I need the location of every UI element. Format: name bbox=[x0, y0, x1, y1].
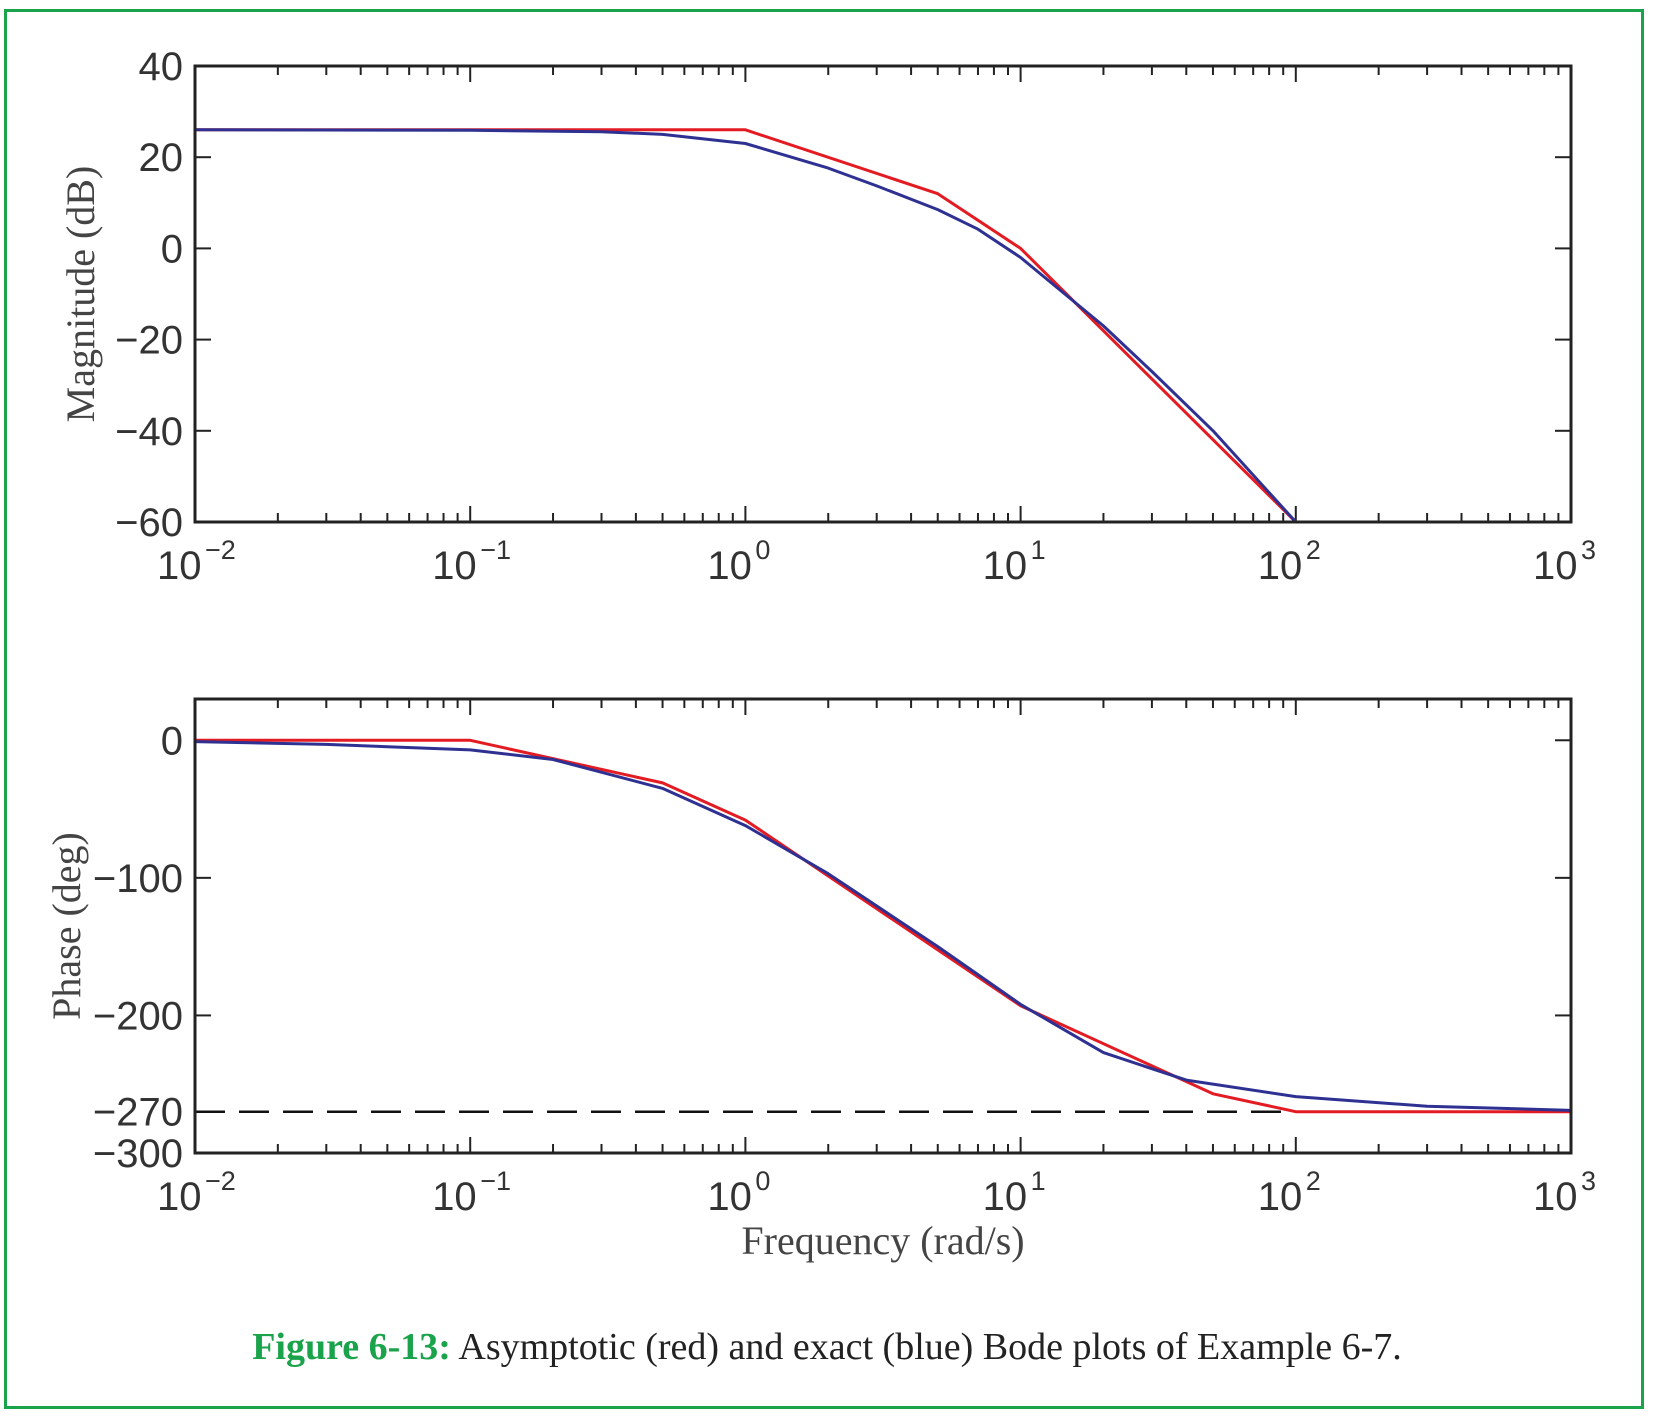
y-axis-title: Phase (deg) bbox=[44, 832, 89, 1020]
series-line-exact bbox=[195, 128, 1297, 524]
x-tick-exponent: −2 bbox=[205, 1166, 236, 1196]
y-tick-label: 20 bbox=[139, 136, 184, 180]
x-axis-title: Frequency (rad/s) bbox=[741, 1218, 1024, 1263]
x-tick-exponent: 2 bbox=[1306, 1166, 1321, 1196]
series-line-asymptotic bbox=[195, 128, 1297, 524]
figure-frame bbox=[4, 9, 1644, 1409]
x-tick-exponent: −1 bbox=[480, 535, 511, 565]
x-tick-exponent: 1 bbox=[1031, 1166, 1046, 1196]
series-line-asymptotic bbox=[195, 738, 1571, 1114]
x-tick-exponent: 3 bbox=[1581, 1166, 1596, 1196]
x-tick-exponent: −1 bbox=[480, 1166, 511, 1196]
y-axis-title: Magnitude (dB) bbox=[58, 166, 103, 423]
x-tick-exponent: 3 bbox=[1581, 535, 1596, 565]
x-tick-label: 10 bbox=[1258, 544, 1303, 588]
x-tick-label: 10 bbox=[1533, 544, 1578, 588]
y-tick-label: −40 bbox=[115, 410, 183, 454]
y-tick-label: −100 bbox=[93, 857, 183, 901]
series-line-exact bbox=[195, 740, 1571, 1112]
x-tick-exponent: 0 bbox=[755, 1166, 770, 1196]
x-tick-label: 10 bbox=[1533, 1175, 1578, 1219]
y-tick-label: 0 bbox=[161, 227, 183, 271]
x-tick-label: 10 bbox=[432, 1175, 477, 1219]
x-tick-label: 10 bbox=[707, 1175, 752, 1219]
y-tick-label: −300 bbox=[93, 1132, 183, 1176]
caption-text: Asymptotic (red) and exact (blue) Bode p… bbox=[450, 1326, 1402, 1368]
figure-caption: Figure 6-13: Asymptotic (red) and exact … bbox=[0, 1325, 1654, 1369]
x-tick-exponent: 2 bbox=[1306, 535, 1321, 565]
axes-box bbox=[193, 697, 1573, 1155]
x-tick-exponent: −2 bbox=[205, 535, 236, 565]
y-tick-label: 0 bbox=[161, 719, 183, 763]
x-tick-label: 10 bbox=[1258, 1175, 1303, 1219]
y-tick-label: −60 bbox=[115, 501, 183, 545]
figure-number: Figure 6-13: bbox=[252, 1326, 451, 1368]
x-tick-exponent: 0 bbox=[755, 535, 770, 565]
x-tick-label: 10 bbox=[707, 544, 752, 588]
x-tick-label: 10 bbox=[157, 544, 202, 588]
x-tick-exponent: 1 bbox=[1031, 535, 1046, 565]
y-tick-label: −270 bbox=[93, 1091, 183, 1135]
y-tick-label: −200 bbox=[93, 994, 183, 1038]
x-tick-label: 10 bbox=[983, 544, 1028, 588]
x-tick-label: 10 bbox=[983, 1175, 1028, 1219]
y-tick-label: 40 bbox=[139, 45, 184, 89]
y-tick-label: −20 bbox=[115, 319, 183, 363]
x-tick-label: 10 bbox=[157, 1175, 202, 1219]
axes-box bbox=[193, 64, 1573, 524]
x-tick-label: 10 bbox=[432, 544, 477, 588]
